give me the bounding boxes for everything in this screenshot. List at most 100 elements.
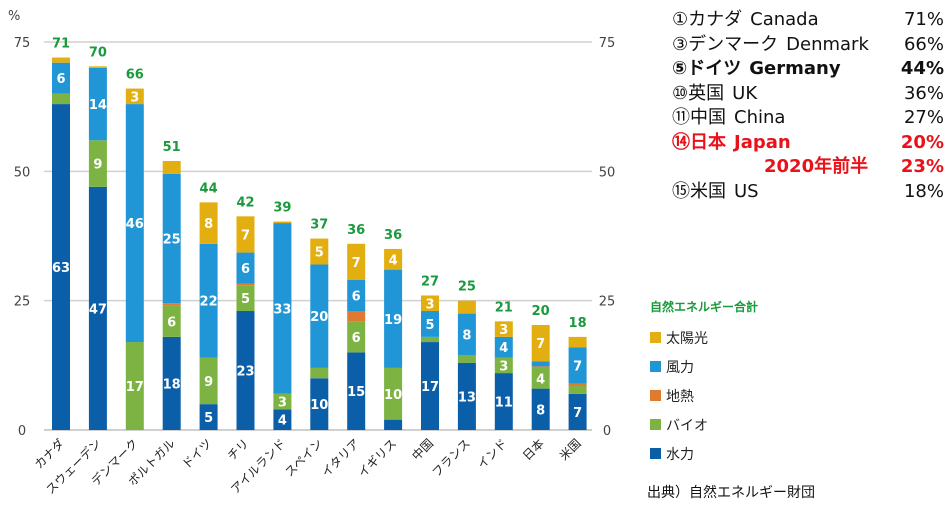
bar-segment-太陽光 bbox=[568, 336, 587, 348]
segment-label: 7 bbox=[536, 337, 545, 352]
segment-label: 20 bbox=[310, 310, 328, 325]
y-tick-right: 25 bbox=[599, 295, 616, 310]
category-label: ドイツ bbox=[179, 436, 214, 471]
bar-segment-バイオ bbox=[52, 93, 70, 105]
country-jp: ⑩英国 bbox=[672, 82, 725, 104]
country-en: China bbox=[734, 107, 786, 128]
segment-label: 7 bbox=[573, 359, 582, 374]
legend-item: 水力 bbox=[650, 439, 758, 468]
bar-segment-太陽光 bbox=[347, 243, 366, 280]
segment-label: 7 bbox=[241, 228, 250, 243]
bar-segment-水力 bbox=[347, 352, 366, 430]
segment-label: 33 bbox=[273, 302, 291, 317]
country-en: Japan bbox=[734, 131, 791, 153]
bar-segment-水力 bbox=[531, 388, 550, 430]
bar-segment-風力 bbox=[162, 173, 181, 304]
share-value: 20% bbox=[900, 131, 944, 153]
bar-segment-風力 bbox=[421, 311, 439, 337]
segment-label: 25 bbox=[163, 233, 181, 248]
total-label: 71 bbox=[52, 37, 70, 52]
total-label: 27 bbox=[421, 274, 439, 289]
total-label: 37 bbox=[310, 218, 328, 233]
segment-label: 17 bbox=[421, 380, 439, 395]
segment-label: 5 bbox=[315, 246, 324, 261]
segment-label: 7 bbox=[352, 256, 361, 271]
segment-label: 9 bbox=[204, 375, 213, 390]
segment-label: 22 bbox=[200, 295, 218, 310]
legend-swatch bbox=[650, 390, 661, 401]
category-label: 日本 bbox=[520, 436, 547, 463]
share-value: 27% bbox=[903, 107, 944, 128]
category-label: フランス bbox=[429, 436, 473, 480]
bar-segment-風力 bbox=[568, 347, 587, 384]
segment-label: 63 bbox=[52, 261, 70, 276]
bar-segment-バイオ bbox=[568, 386, 587, 394]
country-en: Canada bbox=[750, 9, 819, 30]
bar-segment-バイオ bbox=[125, 342, 144, 430]
bar-segment-バイオ bbox=[88, 140, 107, 187]
bar-segment-バイオ bbox=[347, 321, 366, 353]
bar-segment-地熱 bbox=[236, 283, 255, 286]
country-en: Germany bbox=[749, 58, 841, 79]
bar-segment-水力 bbox=[88, 186, 107, 430]
bar-segment-水力 bbox=[52, 104, 70, 430]
segment-label: 11 bbox=[495, 396, 513, 411]
share-value: 23% bbox=[900, 156, 944, 177]
segment-label: 8 bbox=[204, 217, 213, 232]
ranking-row: 2020年前半 23% bbox=[672, 155, 944, 180]
segment-label: 17 bbox=[126, 380, 144, 395]
total-label: 36 bbox=[347, 223, 365, 238]
total-label: 36 bbox=[384, 228, 402, 243]
bar-segment-地熱 bbox=[347, 311, 366, 322]
legend: 自然エネルギー合計 太陽光 風力 地熱 バイオ 水力 bbox=[650, 298, 758, 468]
legend-swatch bbox=[650, 448, 661, 459]
bar-segment-バイオ bbox=[236, 285, 255, 312]
bar-segment-風力 bbox=[457, 313, 476, 355]
total-label: 42 bbox=[236, 195, 254, 210]
share-value: 44% bbox=[900, 58, 944, 79]
segment-label: 3 bbox=[499, 323, 508, 338]
source-note: 出典）自然エネルギー財団 bbox=[647, 485, 815, 501]
bar-フランス: 13 8 25 bbox=[458, 280, 476, 430]
bar-segment-太陽光 bbox=[310, 238, 329, 265]
segment-label: 6 bbox=[167, 315, 176, 330]
bar-segment-風力 bbox=[310, 264, 329, 368]
segment-label: 6 bbox=[56, 72, 65, 87]
segment-label: 5 bbox=[425, 318, 434, 333]
bar-segment-バイオ bbox=[199, 357, 218, 405]
country-en: UK bbox=[732, 82, 758, 104]
legend-item: 風力 bbox=[650, 352, 758, 381]
segment-label: 6 bbox=[241, 262, 250, 277]
y-tick-left: 0 bbox=[18, 424, 26, 439]
bar-segment-太陽光 bbox=[52, 57, 70, 63]
legend-label: 風力 bbox=[666, 359, 694, 376]
legend-title: 自然エネルギー合計 bbox=[650, 300, 759, 314]
y-tick-left: 50 bbox=[14, 165, 31, 180]
total-label: 20 bbox=[532, 304, 550, 319]
category-label: 中国 bbox=[409, 436, 437, 464]
bar-ポルトガル: 18 6 25 51 bbox=[163, 140, 181, 430]
segment-label: 5 bbox=[241, 292, 250, 307]
y-axis-unit: % bbox=[8, 9, 20, 24]
country-en: 2020年前半 bbox=[764, 156, 869, 177]
bar-segment-太陽光 bbox=[162, 160, 181, 174]
legend-label: 地熱 bbox=[666, 388, 694, 405]
y-tick-right: 75 bbox=[599, 36, 616, 51]
y-tick-right: 0 bbox=[603, 424, 611, 439]
bar-segment-風力 bbox=[347, 279, 366, 312]
category-label: スペイン bbox=[282, 436, 325, 479]
country-en: Denmark bbox=[786, 33, 869, 55]
bar-segment-水力 bbox=[494, 373, 513, 430]
bar-segment-太陽光 bbox=[457, 300, 476, 314]
bar-チリ: 23 5 6 7 42 bbox=[236, 195, 255, 430]
ranking-row: ①カナダ Canada 71% bbox=[672, 8, 944, 33]
category-label: カナダ bbox=[31, 436, 67, 472]
y-tick-left: 25 bbox=[14, 295, 31, 310]
segment-label: 10 bbox=[310, 398, 328, 413]
legend-item: 地熱 bbox=[650, 381, 758, 410]
country-jp: ①カナダ bbox=[672, 9, 743, 30]
legend-swatch bbox=[650, 361, 661, 372]
segment-label: 14 bbox=[89, 98, 107, 113]
bar-日本: 8 4 7 20 bbox=[532, 304, 550, 430]
